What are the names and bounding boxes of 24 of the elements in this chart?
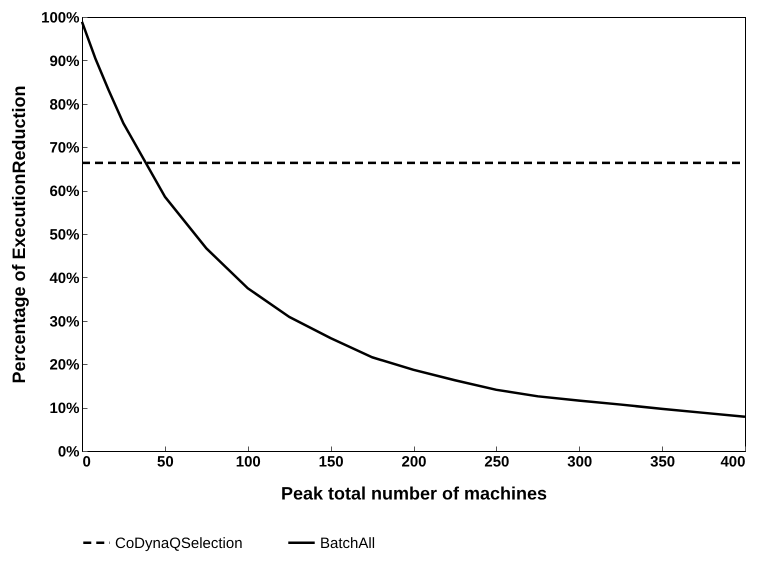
y-tick-label: 40% xyxy=(49,270,80,287)
y-tick-label: 90% xyxy=(49,52,80,70)
x-tick-label: 300 xyxy=(567,454,592,470)
legend-label: CoDynaQSelection xyxy=(115,534,243,552)
y-tick-label: 20% xyxy=(49,356,80,374)
x-tick-label: 350 xyxy=(650,454,676,470)
x-tick-label: 0 xyxy=(82,454,91,470)
y-tick-label: 10% xyxy=(49,400,80,418)
x-tick-label: 200 xyxy=(401,454,427,470)
legend-label: BatchAll xyxy=(320,534,376,552)
y-axis-title: Percentage of ExecutionReduction xyxy=(9,85,30,384)
y-tick-label: 80% xyxy=(49,96,80,114)
y-tick-label: 100% xyxy=(41,10,80,26)
x-tick-label: 50 xyxy=(157,454,174,470)
x-tick-label: 250 xyxy=(484,454,510,470)
x-axis-title: Peak total number of machines xyxy=(280,484,548,504)
x-tick-label: 100 xyxy=(236,454,261,470)
x-tick-label: 400 xyxy=(720,454,746,470)
y-tick-label: 30% xyxy=(49,313,80,330)
x-tick-label: 150 xyxy=(318,454,344,470)
y-tick-label: 70% xyxy=(49,140,80,157)
y-tick-label: 0% xyxy=(58,444,80,460)
y-tick-label: 50% xyxy=(49,226,80,244)
y-tick-label: 60% xyxy=(49,183,80,200)
